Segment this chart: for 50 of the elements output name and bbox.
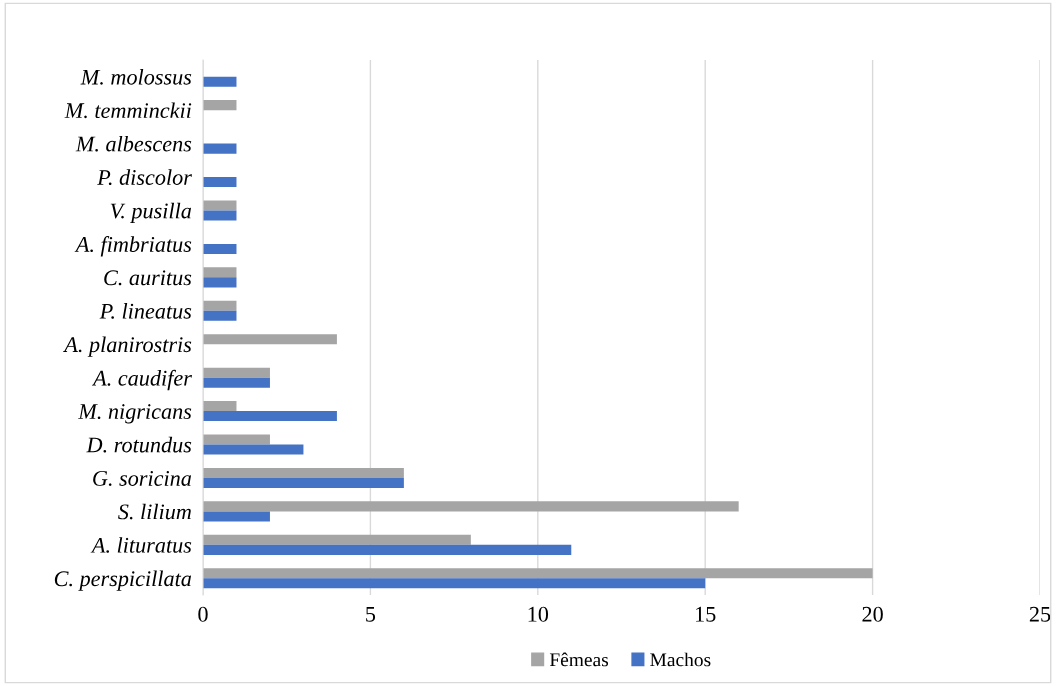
bar	[203, 467, 404, 478]
y-tick-label: A. fimbriatus	[74, 236, 192, 257]
bar	[203, 100, 237, 111]
bar	[203, 578, 706, 589]
bar	[203, 434, 270, 445]
y-tick-label: M. albescens	[75, 135, 192, 152]
x-tick-label: 15	[696, 606, 716, 622]
bar	[203, 367, 270, 378]
y-tick-label: A. caudifer	[91, 369, 192, 391]
x-tick-label: 5	[366, 606, 376, 622]
y-tick-label: A. planirostris	[63, 336, 192, 357]
bar	[203, 300, 237, 311]
bar	[203, 511, 270, 522]
y-tick-label: P. discolor	[97, 169, 192, 186]
legend-label: Machos	[650, 652, 711, 667]
x-tick-label: 25	[1029, 606, 1051, 622]
bar	[203, 143, 237, 154]
bar	[203, 568, 873, 579]
bar	[203, 76, 237, 87]
bar	[203, 544, 572, 555]
bar	[203, 501, 739, 512]
bar	[203, 334, 337, 345]
x-tick-label: 10	[528, 606, 549, 622]
bar	[203, 200, 237, 211]
bar	[203, 243, 237, 254]
y-tick-label: A. lituratus	[90, 537, 192, 553]
bar	[203, 411, 337, 422]
bar	[203, 377, 270, 388]
bar	[203, 401, 237, 412]
bar	[203, 477, 404, 488]
y-tick-label: G. soricina	[93, 470, 192, 486]
bar	[203, 534, 471, 545]
y-tick-label: M. molossus	[80, 69, 192, 85]
bar	[203, 177, 237, 188]
y-tick-label: V. pusilla	[110, 202, 192, 223]
y-tick-label: M. nigricans	[78, 404, 192, 424]
bar	[203, 267, 237, 278]
bar	[203, 277, 237, 288]
y-tick-label: D. rotundus	[86, 436, 192, 453]
x-tick-label: 20	[862, 606, 883, 622]
y-tick-label: S. lilium	[118, 503, 191, 520]
bar	[203, 444, 304, 455]
legend-label: Fêmeas	[549, 652, 609, 667]
x-tick-label: 0	[198, 606, 208, 622]
y-tick-label: C. perspicillata	[54, 570, 192, 591]
bar	[203, 310, 237, 321]
y-tick-label: M. temminckii	[64, 102, 192, 119]
y-tick-label: C. auritus	[104, 270, 192, 286]
y-tick-label: P. lineatus	[99, 303, 192, 319]
bar	[203, 210, 237, 221]
